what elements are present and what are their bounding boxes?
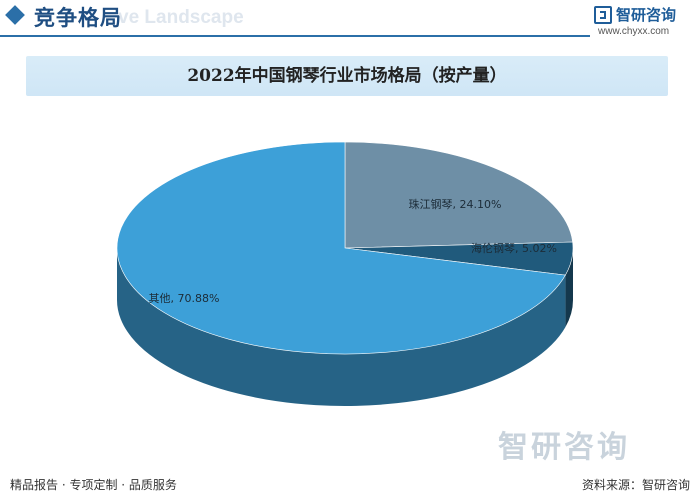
section-title: 竞争格局 bbox=[34, 6, 122, 30]
pie-side-其他 bbox=[117, 248, 566, 407]
footer-tagline: 精品报告 · 专项定制 · 品质服务 bbox=[10, 478, 177, 492]
pie-slice-珠江钢琴 bbox=[344, 141, 573, 249]
footer-source: 资料来源：智研咨询 bbox=[581, 478, 690, 492]
pie-side-walls bbox=[117, 248, 573, 407]
logo-url: www.chyxx.com bbox=[598, 26, 670, 37]
pie-side-海伦钢琴 bbox=[565, 248, 573, 328]
footer-watermark: 智研咨询 bbox=[498, 430, 630, 465]
pie-chart: 珠江钢琴, 24.10% 海伦钢琴, 5.02% 其他, 70.88% bbox=[116, 141, 574, 407]
logo-name: 智研咨询 bbox=[616, 6, 677, 24]
footer: 精品报告 · 专项定制 · 品质服务 资料来源：智研咨询 bbox=[0, 474, 700, 498]
header: 竞争格局 ve Landscape 智研咨询 www.chyxx.com bbox=[0, 0, 700, 42]
data-label-其他: 其他, 70.88% bbox=[149, 292, 220, 305]
data-label-海伦钢琴: 海伦钢琴, 5.02% bbox=[471, 241, 557, 255]
section-subtitle: ve Landscape bbox=[118, 7, 244, 28]
chart-title-band: 2022年中国钢琴行业市场格局（按产量） bbox=[26, 56, 668, 96]
data-label-珠江钢琴: 珠江钢琴, 24.10% bbox=[409, 197, 502, 211]
logo-mark-icon bbox=[594, 6, 612, 24]
pie-slice-其他 bbox=[116, 141, 566, 355]
diamond-icon bbox=[5, 5, 25, 25]
header-divider bbox=[0, 35, 590, 37]
brand-logo: 智研咨询 www.chyxx.com bbox=[594, 4, 694, 38]
chart-title: 2022年中国钢琴行业市场格局（按产量） bbox=[187, 66, 507, 86]
